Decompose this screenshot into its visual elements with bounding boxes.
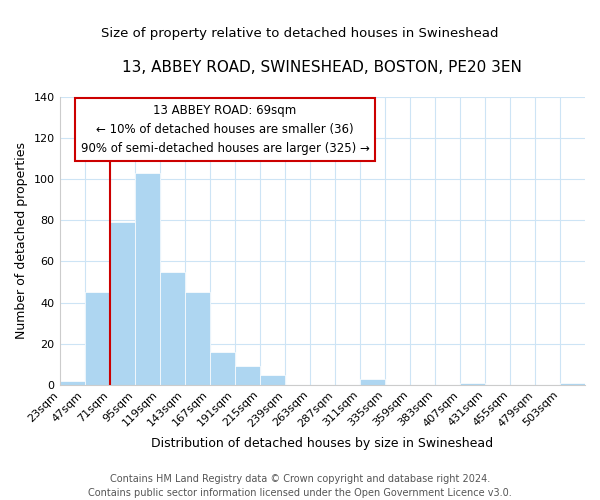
Bar (110, 222, 134, 385)
Bar (160, 272, 185, 385)
Bar (59, 380, 85, 385)
Bar (360, 378, 385, 385)
Bar (134, 173, 160, 385)
X-axis label: Distribution of detached houses by size in Swineshead: Distribution of detached houses by size … (151, 437, 493, 450)
Bar (260, 374, 285, 385)
Title: 13, ABBEY ROAD, SWINESHEAD, BOSTON, PE20 3EN: 13, ABBEY ROAD, SWINESHEAD, BOSTON, PE20… (122, 60, 522, 75)
Text: 13 ABBEY ROAD: 69sqm
← 10% of detached houses are smaller (36)
90% of semi-detac: 13 ABBEY ROAD: 69sqm ← 10% of detached h… (80, 104, 370, 155)
Text: Size of property relative to detached houses in Swineshead: Size of property relative to detached ho… (101, 28, 499, 40)
Text: Contains HM Land Registry data © Crown copyright and database right 2024.
Contai: Contains HM Land Registry data © Crown c… (88, 474, 512, 498)
Bar (85, 292, 110, 385)
Bar (560, 383, 585, 385)
Bar (209, 352, 235, 385)
Bar (235, 366, 260, 385)
Bar (460, 383, 485, 385)
Y-axis label: Number of detached properties: Number of detached properties (15, 142, 28, 340)
Bar (185, 292, 209, 385)
